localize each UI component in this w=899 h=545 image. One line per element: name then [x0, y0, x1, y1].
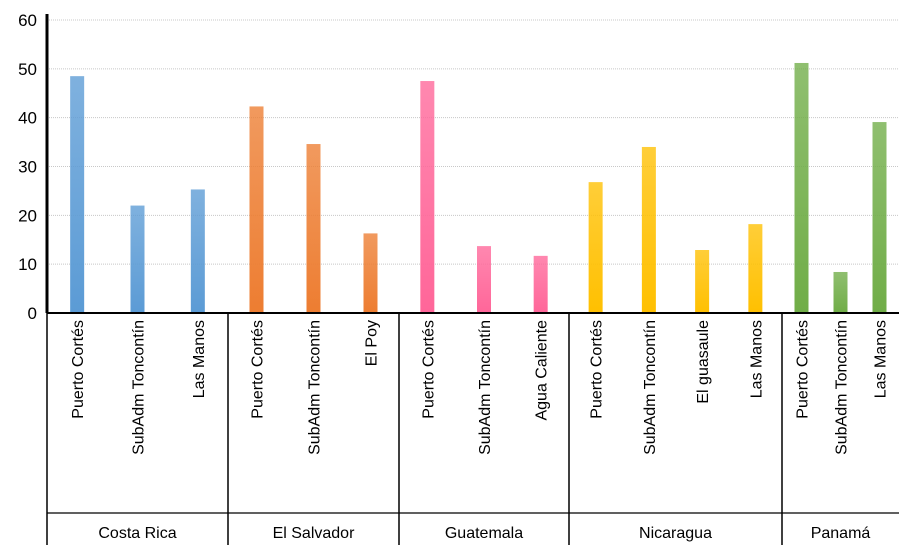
- group-label: Guatemala: [445, 525, 523, 542]
- bar: [794, 62, 809, 314]
- group-label: Panamá: [811, 525, 871, 542]
- bar: [641, 146, 656, 313]
- group-labels: Costa Rica El Salvador Guatemala Nicaragua P…: [98, 525, 870, 542]
- group-label: Nicaragua: [639, 525, 712, 542]
- bar: [130, 205, 145, 313]
- bar: [833, 271, 848, 313]
- category-label: SubAdm Toncontín: [477, 320, 494, 455]
- category-label: SubAdm Toncontín: [307, 320, 324, 455]
- category-label: Puerto Cortés: [420, 320, 437, 419]
- category-labels: Puerto Cortés SubAdm Toncontín Las Manos Pu…: [70, 320, 889, 455]
- y-tick-label: 0: [28, 304, 37, 323]
- category-label: El guasaule: [695, 320, 712, 404]
- category-label: Agua Caliente: [534, 320, 551, 421]
- category-label: Puerto Cortés: [70, 320, 87, 419]
- category-label: Puerto Cortés: [589, 320, 606, 419]
- bar: [533, 255, 548, 313]
- bars: [70, 62, 887, 314]
- bar: [190, 189, 205, 313]
- y-tick-label: 60: [18, 11, 37, 30]
- bar: [70, 76, 85, 314]
- y-tick-label: 40: [18, 109, 37, 128]
- category-label: Las Manos: [873, 320, 890, 398]
- bar: [363, 233, 378, 313]
- bar: [249, 106, 264, 313]
- category-label: Puerto Cortés: [795, 320, 812, 419]
- y-tick-label: 20: [18, 206, 37, 225]
- category-label: SubAdm Toncontín: [131, 320, 148, 455]
- category-label: SubAdm Toncontín: [642, 320, 659, 455]
- gridlines: [47, 19, 899, 265]
- category-label: Las Manos: [191, 320, 208, 398]
- group-label: El Salvador: [273, 525, 355, 542]
- group-label: Costa Rica: [98, 525, 176, 542]
- bar: [748, 224, 763, 313]
- bar: [695, 250, 710, 313]
- category-label: Las Manos: [748, 320, 765, 398]
- category-label: El Poy: [364, 320, 381, 366]
- bar: [588, 182, 603, 313]
- bar: [306, 144, 321, 313]
- y-tick-label: 10: [18, 255, 37, 274]
- bar: [872, 122, 887, 313]
- bar: [477, 246, 491, 313]
- y-tick-label: 30: [18, 158, 37, 177]
- bar: [420, 81, 435, 314]
- y-tick-label: 50: [18, 60, 37, 79]
- y-axis-ticks: 0 10 20 30 40 50 60: [18, 11, 37, 323]
- axes: [45, 14, 899, 545]
- category-label: Puerto Cortés: [250, 320, 267, 419]
- category-label: SubAdm Toncontín: [834, 320, 851, 455]
